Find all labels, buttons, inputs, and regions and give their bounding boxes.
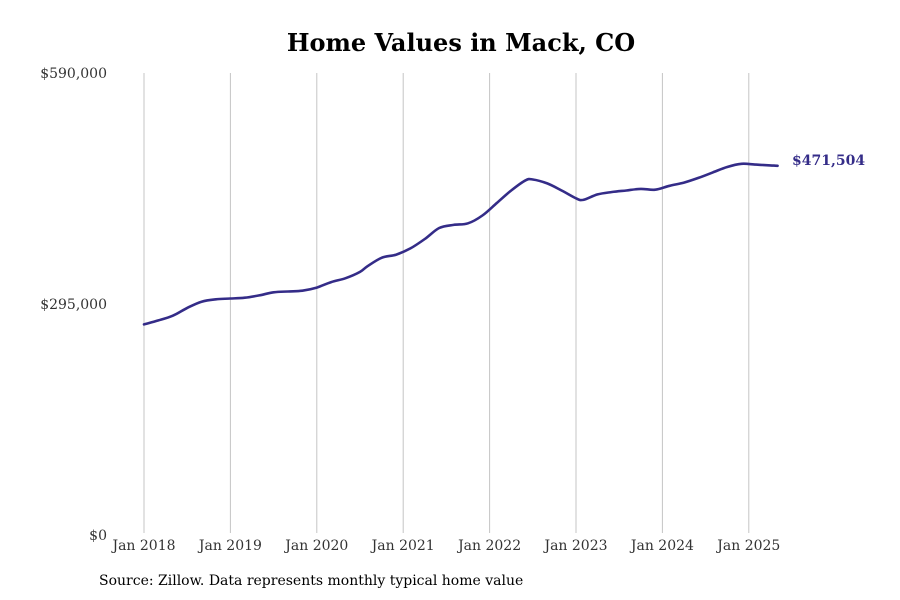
chart-title: Home Values in Mack, CO xyxy=(286,28,636,57)
x-axis-labels: Jan 2018 Jan 2019 Jan 2020 Jan 2021 Jan 2022… xyxy=(110,538,780,554)
x-tick-label: Jan 2024 xyxy=(629,538,694,554)
x-tick-label: Jan 2022 xyxy=(456,538,521,554)
x-tick-label: Jan 2019 xyxy=(197,538,262,554)
y-axis-labels: $0 $295,000 $590,000 xyxy=(40,66,107,544)
series-line xyxy=(142,162,779,326)
x-tick-label: Jan 2020 xyxy=(283,538,348,554)
grid-lines xyxy=(143,73,750,533)
y-tick-label: $590,000 xyxy=(40,66,107,82)
x-tick-label: Jan 2018 xyxy=(110,538,175,554)
y-tick-label: $295,000 xyxy=(40,297,107,313)
x-tick-label: Jan 2023 xyxy=(542,538,607,554)
series-layer: $471,504 xyxy=(142,153,865,326)
y-tick-label: $0 xyxy=(89,528,107,544)
x-tick-label: Jan 2021 xyxy=(370,538,435,554)
end-value-label: $471,504 xyxy=(792,153,865,169)
chart-source-note: Source: Zillow. Data represents monthly … xyxy=(99,573,524,589)
x-tick-label: Jan 2025 xyxy=(715,538,780,554)
